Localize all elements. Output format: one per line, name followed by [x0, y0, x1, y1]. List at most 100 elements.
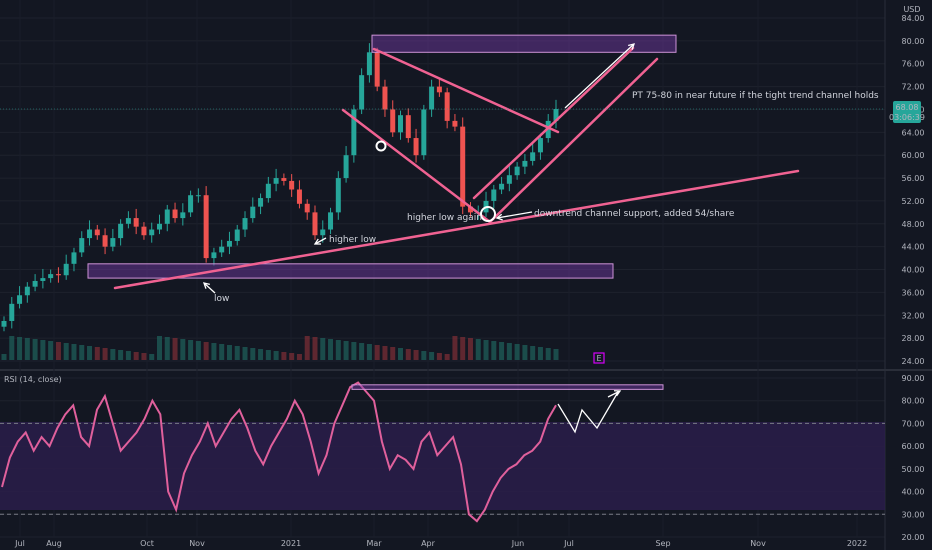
candle-body — [413, 138, 419, 156]
volume-bar — [9, 336, 15, 360]
volume-bar — [413, 350, 419, 360]
event-marker-box — [593, 352, 605, 364]
projection-arrow — [564, 43, 635, 109]
x-tick-label: 2021 — [281, 539, 301, 548]
candle-body — [530, 152, 536, 161]
candle-body — [125, 218, 131, 224]
candle-body — [188, 195, 194, 213]
volume-bar — [374, 345, 380, 360]
volume-bar — [24, 338, 30, 360]
volume-bar — [343, 341, 349, 360]
candle-body — [242, 218, 248, 230]
candle-body — [351, 109, 357, 156]
volume-bar — [460, 337, 466, 360]
x-tick-label: Nov — [189, 539, 205, 548]
volume-bar — [483, 340, 489, 360]
price-tick-label: 80.00 — [902, 37, 925, 46]
price-tick-label: 52.00 — [902, 197, 925, 206]
low-circle — [375, 140, 387, 152]
volume-bar — [429, 352, 435, 360]
price-tick-label: 64.00 — [902, 128, 925, 137]
candle-body — [343, 155, 349, 179]
volume-bar — [491, 341, 497, 360]
candle-body — [366, 52, 372, 76]
volume-bar — [211, 343, 217, 360]
volume-bar — [172, 338, 178, 360]
volume-bar — [1, 354, 7, 360]
candle-body — [452, 120, 458, 127]
candle-body — [491, 189, 497, 201]
volume-bar — [390, 347, 396, 360]
candle-body — [398, 115, 404, 133]
candle-body — [164, 209, 170, 224]
volume-bar — [273, 351, 279, 360]
volume-bar — [180, 339, 186, 360]
volume-bar — [436, 353, 442, 360]
candle-body — [537, 138, 543, 153]
uptrend-channel-lower — [488, 57, 659, 224]
candle-body — [94, 229, 100, 236]
volume-bar — [359, 343, 365, 360]
volume-bar — [71, 344, 77, 360]
candle-body — [211, 252, 217, 259]
candle-body — [304, 203, 310, 213]
volume-bar — [351, 342, 357, 360]
candle-body — [320, 229, 326, 236]
volume-bar — [87, 346, 93, 360]
volume-bar — [234, 346, 240, 360]
rsi-projection-arrow-head — [613, 390, 622, 397]
price-tick-label: 28.00 — [902, 334, 925, 343]
x-tick-label: 2022 — [847, 539, 867, 548]
last-price-countdown: 03:06:39 — [889, 113, 925, 122]
candle-body — [55, 274, 61, 276]
candle-body — [172, 209, 178, 219]
volume-bar — [382, 346, 388, 360]
currency-label: USD — [903, 5, 920, 14]
low-arrow — [203, 282, 216, 294]
volume-bar — [48, 341, 54, 360]
volume-bar — [281, 352, 287, 360]
volume-bar — [320, 338, 326, 360]
downtrend-channel-lower — [341, 108, 492, 224]
volume-bar — [94, 347, 100, 360]
x-tick-label: Jun — [511, 539, 525, 548]
candle-body — [390, 109, 396, 133]
volume-bar — [55, 342, 61, 360]
chart-annotation: higher low — [329, 235, 376, 245]
volume-bar — [475, 339, 481, 360]
volume-bar — [149, 354, 155, 360]
support-trendline — [113, 169, 800, 290]
volume-bar — [164, 337, 170, 360]
rsi-tick-label: 60.00 — [902, 442, 925, 451]
price-tick-label: 32.00 — [902, 311, 925, 320]
candle-body — [71, 252, 77, 264]
rsi-tick-label: 80.00 — [902, 397, 925, 406]
volume-bar — [499, 342, 505, 360]
volume-bar — [545, 348, 551, 360]
rsi-tick-label: 50.00 — [902, 465, 925, 474]
volume-bar — [506, 343, 512, 360]
chart-annotation: downtrend channel support, added 54/shar… — [534, 209, 735, 219]
volume-bar — [118, 350, 124, 360]
price-tick-label: 40.00 — [902, 266, 925, 275]
candle-body — [553, 109, 559, 121]
candle-body — [265, 183, 271, 199]
candle-body — [436, 86, 442, 93]
candle-body — [219, 246, 225, 253]
candle-body — [141, 226, 147, 236]
volume-bar — [312, 337, 318, 360]
volume-bar — [366, 344, 372, 360]
volume-bar — [203, 342, 209, 360]
candle-body — [9, 303, 15, 321]
chart-annotation: low — [214, 294, 229, 304]
candle-body — [195, 195, 201, 197]
candle-body — [250, 206, 256, 219]
low-arrow-head — [202, 282, 210, 289]
rsi-tick-label: 20.00 — [902, 533, 925, 542]
x-tick-label: Jul — [14, 539, 25, 548]
candle-body — [79, 238, 85, 253]
candle-body — [382, 86, 388, 110]
volume-bar — [102, 348, 108, 360]
